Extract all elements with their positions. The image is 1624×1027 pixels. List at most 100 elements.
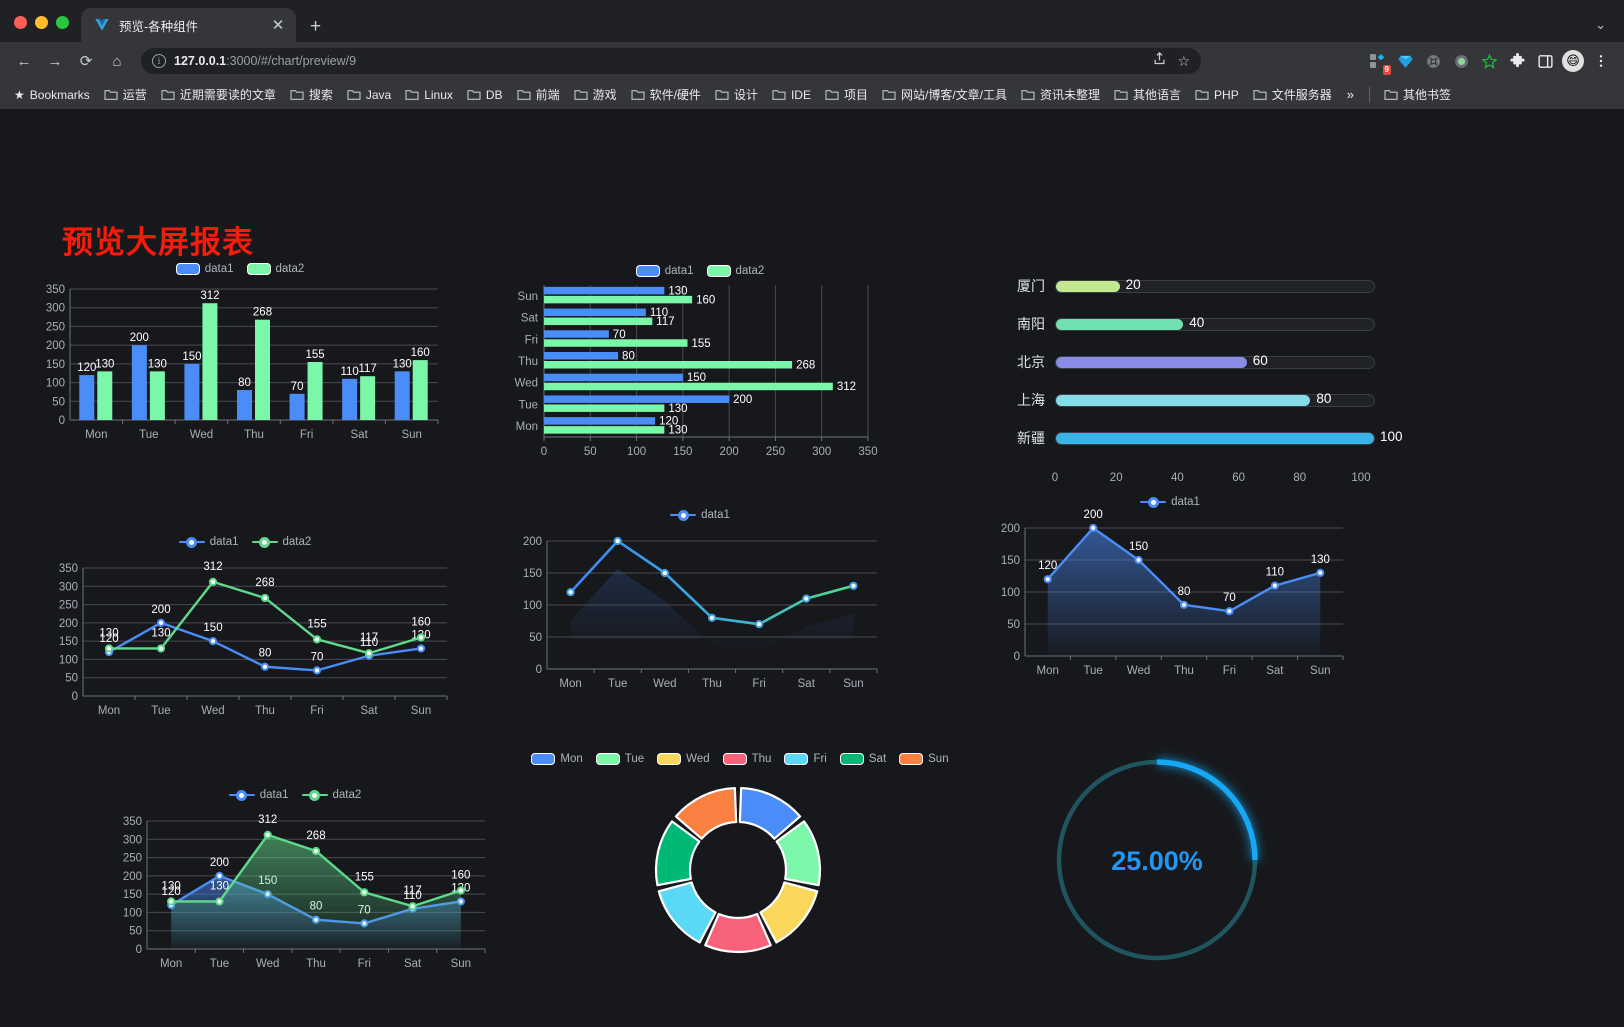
legend-item-data1[interactable]: data1 <box>635 265 694 277</box>
bookmarks-label: Bookmarks <box>29 87 90 102</box>
progress-row[interactable]: 北京 60 <box>995 343 1375 381</box>
bookmark-folder-8[interactable]: 软件/硬件 <box>625 83 707 106</box>
bookmark-folder-14[interactable]: 其他语言 <box>1108 83 1187 106</box>
back-button[interactable]: ← <box>16 52 32 70</box>
legend-item-tue[interactable]: Tue <box>595 753 644 765</box>
legend-item-data1[interactable]: data1 <box>175 263 234 275</box>
progress-row[interactable]: 南阳 40 <box>995 305 1375 343</box>
other-bookmarks-folder[interactable]: 其他书签 <box>1378 83 1457 106</box>
chart-donut[interactable]: Mon Tue Wed Thu Fri Sat Sun <box>531 749 949 999</box>
svg-text:200: 200 <box>123 871 142 883</box>
legend-item-fri[interactable]: Fri <box>784 753 827 765</box>
svg-text:268: 268 <box>796 360 815 372</box>
bookmark-folder-6[interactable]: 前端 <box>511 83 566 106</box>
circle-icon[interactable] <box>1448 48 1474 74</box>
chart-area-two-series[interactable]: data1 data2 0 50 100 150 200 250 300 350 Mon Tue W… <box>95 787 495 1002</box>
svg-text:Wed: Wed <box>256 958 279 970</box>
legend-item-data2[interactable]: data2 <box>251 536 311 548</box>
legend-item-data2[interactable]: data2 <box>706 265 764 277</box>
maximize-window-button[interactable] <box>56 16 69 29</box>
command-icon[interactable] <box>1420 48 1446 74</box>
chart-gauge[interactable]: 25.00% <box>1035 734 1285 994</box>
progress-value: 80 <box>1316 390 1332 406</box>
chevron-down-icon[interactable]: ⌄ <box>1595 17 1606 32</box>
site-info-icon[interactable]: i <box>152 54 166 68</box>
close-window-button[interactable] <box>14 16 27 29</box>
svg-text:Tue: Tue <box>519 399 538 411</box>
chart-vertical-bar[interactable]: data1 data2 0 50 100 150 200 250 300 350 Mon 120 1… <box>30 259 450 474</box>
svg-text:Sun: Sun <box>401 429 421 441</box>
kebab-menu-icon[interactable] <box>1588 48 1614 74</box>
bookmark-folder-12[interactable]: 网站/博客/文章/工具 <box>876 83 1013 106</box>
chart-progress-bars[interactable]: 厦门 20 南阳 40 北京 60 上海 80 新疆 100 0 20 40 60 80 100 <box>995 267 1403 497</box>
svg-text:250: 250 <box>59 600 78 612</box>
bookmark-folder-5[interactable]: DB <box>461 85 509 105</box>
progress-track[interactable]: 80 <box>1055 390 1375 407</box>
legend-item-thu[interactable]: Thu <box>722 753 771 765</box>
bookmark-folder-16[interactable]: 文件服务器 <box>1247 83 1338 106</box>
bookmark-folder-10[interactable]: IDE <box>766 85 817 105</box>
minimize-window-button[interactable] <box>35 16 48 29</box>
progress-label: 北京 <box>1017 354 1045 370</box>
reload-button[interactable]: ⟳ <box>79 53 93 70</box>
legend-item-data1[interactable]: data1 <box>228 789 289 801</box>
legend-item-data2[interactable]: data2 <box>246 263 304 275</box>
legend-item-sun[interactable]: Sun <box>899 753 949 765</box>
star-icon: ★ <box>14 87 25 102</box>
progress-row[interactable]: 上海 80 <box>995 381 1375 419</box>
bookmark-folder-4[interactable]: Linux <box>399 85 459 105</box>
forward-button[interactable]: → <box>47 52 63 70</box>
new-tab-button[interactable]: + <box>310 16 322 37</box>
progress-row[interactable]: 新疆 100 <box>995 419 1403 457</box>
progress-track[interactable]: 40 <box>1055 315 1375 331</box>
legend-item-mon[interactable]: Mon <box>531 753 583 765</box>
home-button[interactable]: ⌂ <box>112 52 122 70</box>
puzzle-icon[interactable] <box>1504 48 1530 74</box>
bookmark-folder-7[interactable]: 游戏 <box>568 83 623 106</box>
bookmark-folder-3[interactable]: Java <box>341 85 397 105</box>
legend-item-wed[interactable]: Wed <box>657 753 710 765</box>
bookmark-folder-2[interactable]: 搜索 <box>284 83 339 106</box>
bookmark-folder-15[interactable]: PHP <box>1189 85 1245 105</box>
svg-text:Wed: Wed <box>201 705 224 717</box>
sidepanel-icon[interactable] <box>1532 48 1558 74</box>
legend-item-data1[interactable]: data1 <box>670 509 730 521</box>
bookmark-folder-0[interactable]: 运营 <box>98 83 153 106</box>
svg-text:60: 60 <box>1232 472 1245 484</box>
legend-item-sat[interactable]: Sat <box>839 753 886 765</box>
chart-horizontal-bar[interactable]: data1 data2 0 50 100 150 200 250 300 350 Sun 130 1… <box>500 261 900 476</box>
svg-text:160: 160 <box>696 294 715 306</box>
legend-item-data1[interactable]: data1 <box>1140 496 1200 508</box>
progress-track[interactable]: 20 <box>1055 277 1375 293</box>
bookmark-star-icon[interactable]: ☆ <box>1177 52 1190 69</box>
bookmark-folder-13[interactable]: 资讯未整理 <box>1015 83 1106 106</box>
bookmark-folder-1[interactable]: 近期需要读的文章 <box>155 83 282 106</box>
legend-item-data2[interactable]: data2 <box>301 789 361 801</box>
chart-area-single[interactable]: data1 0 50 100 150 200 Mon Tue Wed Thu Fri Sat Sun 1… <box>975 494 1365 709</box>
progress-track[interactable]: 60 <box>1055 353 1375 369</box>
address-bar[interactable]: i 127.0.0.1:3000/#/chart/preview/9 ☆ <box>141 48 1201 74</box>
close-icon[interactable]: ✕ <box>271 16 285 34</box>
diamond-icon[interactable] <box>1392 48 1418 74</box>
bookmark-folder-9[interactable]: 设计 <box>709 83 764 106</box>
browser-tab[interactable]: 预览-各种组件 ✕ <box>81 8 296 42</box>
svg-text:100: 100 <box>627 446 646 458</box>
chart-line-gradient[interactable]: data1 0 50 100 150 200 Mon Tue Wed Thu Fri Sat Sun <box>505 507 895 722</box>
svg-text:200: 200 <box>130 332 149 344</box>
progress-row[interactable]: 厦门 20 <box>995 267 1375 305</box>
share-icon[interactable] <box>1152 51 1167 71</box>
extension-badge-icon[interactable]: 9 <box>1364 48 1391 75</box>
chart-line-two-series[interactable]: data1 data2 0 50 100 150 200 250 300 350 Mon Tue W… <box>35 534 455 749</box>
bookmarks-manager-button[interactable]: ★ Bookmarks <box>8 85 96 105</box>
legend-item-data1[interactable]: data1 <box>178 536 239 548</box>
svg-text:117: 117 <box>360 632 378 644</box>
bookmark-label: 近期需要读的文章 <box>179 88 276 102</box>
star-outline-green-icon[interactable] <box>1476 48 1502 74</box>
progress-track[interactable]: 100 <box>1055 429 1403 445</box>
svg-text:80: 80 <box>259 648 272 660</box>
folder-icon <box>882 89 896 101</box>
bookmarks-overflow-button[interactable]: » <box>1346 87 1354 102</box>
bookmark-folder-11[interactable]: 项目 <box>819 83 874 106</box>
profile-avatar[interactable]: 😄 <box>1560 48 1586 74</box>
window-controls[interactable] <box>10 16 81 42</box>
